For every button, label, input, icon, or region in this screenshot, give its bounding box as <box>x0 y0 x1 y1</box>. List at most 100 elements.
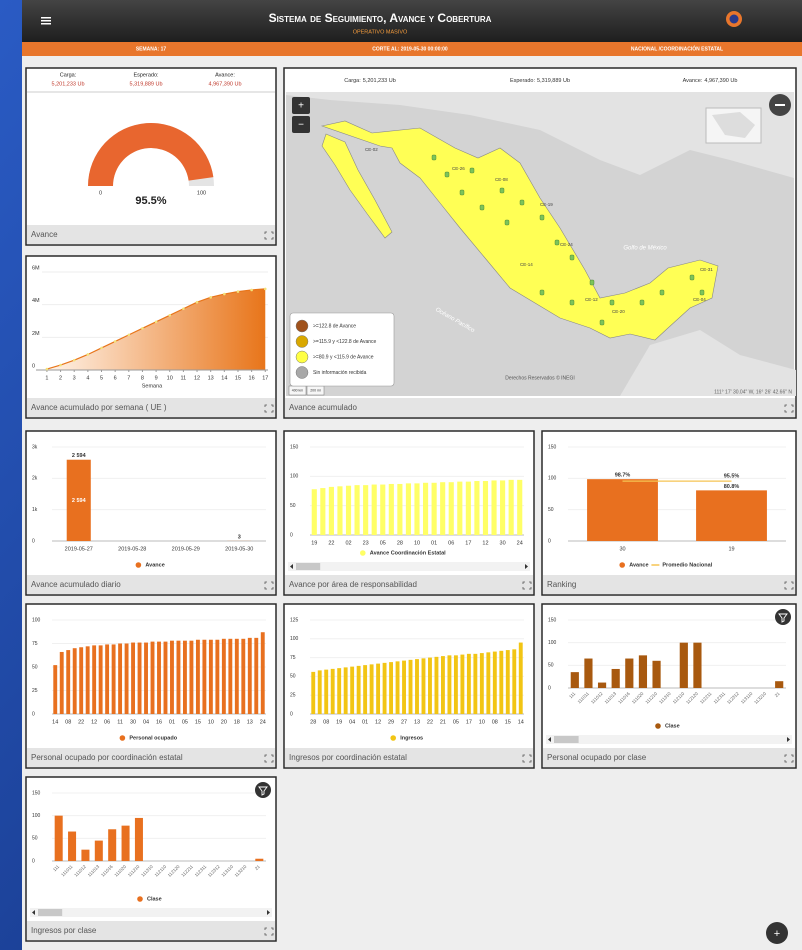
x-tick-label: 10 <box>414 540 420 546</box>
legend-label: Avance <box>629 562 648 568</box>
scroll-track <box>288 562 530 571</box>
bar <box>693 642 702 688</box>
panel-footer <box>27 398 275 417</box>
legend-item[interactable]: Avance Coordinación Estatal <box>360 550 446 556</box>
app-subtitle: OPERATIVO MASIVO <box>353 29 408 35</box>
summary-label: Avance: <box>683 78 703 84</box>
y-tick-label: 6M <box>32 265 40 271</box>
legend-item[interactable]: Clase <box>137 896 162 902</box>
menu-button[interactable] <box>41 17 51 25</box>
bar <box>388 483 394 535</box>
x-tick-label: 6 <box>114 375 117 381</box>
bar <box>460 654 465 714</box>
fab-label: + <box>774 928 780 940</box>
scrollbar[interactable] <box>288 562 530 571</box>
fab-circle <box>766 922 788 944</box>
panel-title: Ranking <box>547 580 576 589</box>
bar <box>440 482 446 535</box>
expand-button[interactable] <box>264 581 274 590</box>
zoom-button[interactable]: − <box>292 116 310 133</box>
expand-button[interactable] <box>784 754 794 763</box>
filter-button[interactable] <box>775 609 791 625</box>
x-tick-label: 06 <box>448 540 454 546</box>
week-label: SEMANA: 17 <box>136 46 167 52</box>
scroll-track <box>546 735 792 744</box>
data-label-inner: 2 594 <box>72 498 87 504</box>
x-tick-label: 5 <box>100 375 103 381</box>
bar <box>457 481 463 535</box>
legend-item[interactable]: Avance <box>135 562 165 568</box>
expand-button[interactable] <box>784 404 794 413</box>
map-legend[interactable]: >=122.8 de Avance >=115.9 y <122.8 de Ava… <box>289 312 395 387</box>
scroll-left <box>548 737 551 742</box>
legend-item[interactable]: Avance <box>619 562 649 568</box>
legend-item[interactable]: Clase <box>655 723 680 729</box>
summary-inline: Carga: 5,201,233 Ub <box>344 78 396 84</box>
expand-icon <box>264 231 274 240</box>
scale-label: 200 mi <box>310 388 321 392</box>
bar <box>189 640 194 714</box>
data-label: 80.8% <box>724 484 740 490</box>
filter-button[interactable] <box>255 782 271 798</box>
bar <box>482 481 489 535</box>
expand-icon <box>264 581 274 590</box>
expand-button[interactable] <box>264 754 274 763</box>
x-tick-label: 05 <box>453 719 459 725</box>
zoom-button[interactable]: + <box>292 97 310 114</box>
baja-peninsula <box>321 133 393 239</box>
scroll-thumb <box>554 736 579 743</box>
scrollbar[interactable] <box>30 908 272 917</box>
bar <box>434 656 439 714</box>
y-tick-label: 100 <box>32 813 41 819</box>
scale-label: 400 km <box>292 388 304 392</box>
bar <box>395 661 400 714</box>
bar <box>328 486 334 535</box>
expand-button[interactable] <box>264 927 274 936</box>
expand-icon <box>522 754 532 763</box>
legend-swatch <box>295 350 309 364</box>
point <box>168 313 172 317</box>
point <box>113 340 117 343</box>
state-label: CE-20 <box>612 309 625 314</box>
expand-button[interactable] <box>522 754 532 763</box>
legend-item[interactable]: Personal ocupado <box>119 735 178 741</box>
bar <box>679 642 688 688</box>
panel-footer <box>27 225 275 244</box>
legend-item[interactable]: Promedio Nacional <box>651 562 713 568</box>
add-button[interactable]: + <box>766 922 788 944</box>
bar <box>354 485 360 535</box>
bar <box>775 681 784 688</box>
x-tick-label: 2019-05-30 <box>225 546 253 552</box>
bar <box>311 489 317 535</box>
bar <box>570 672 579 688</box>
panel-footer <box>27 921 275 940</box>
bar <box>121 825 130 861</box>
x-tick-label: 11 <box>181 375 187 381</box>
bar <box>473 653 478 714</box>
expand-button[interactable] <box>522 581 532 590</box>
panel-title: Personal ocupado por coordinación estata… <box>31 753 183 762</box>
point <box>127 333 131 337</box>
map-marker <box>589 279 595 286</box>
gauge-value-label: 95.5% <box>135 195 166 207</box>
bar <box>625 658 634 688</box>
legend-box <box>289 312 395 387</box>
expand-button[interactable] <box>784 581 794 590</box>
bar <box>369 664 374 714</box>
bar <box>59 651 64 714</box>
summary-value: 5,319,889 Ub <box>537 78 570 84</box>
expand-button[interactable] <box>264 404 274 413</box>
bar <box>508 479 514 535</box>
map-land-south <box>620 330 796 396</box>
bar <box>479 653 484 714</box>
legend-item[interactable]: Ingresos <box>390 735 423 741</box>
expand-button[interactable] <box>264 231 274 240</box>
y-tick-label: 0 <box>290 711 293 717</box>
y-tick-label: 150 <box>548 444 557 450</box>
scrollbar[interactable] <box>546 735 792 744</box>
y-tick-label: 125 <box>290 617 299 623</box>
bar <box>440 656 445 714</box>
collapse-button[interactable] <box>769 94 791 116</box>
bar <box>466 653 471 714</box>
map-marker <box>609 299 615 306</box>
